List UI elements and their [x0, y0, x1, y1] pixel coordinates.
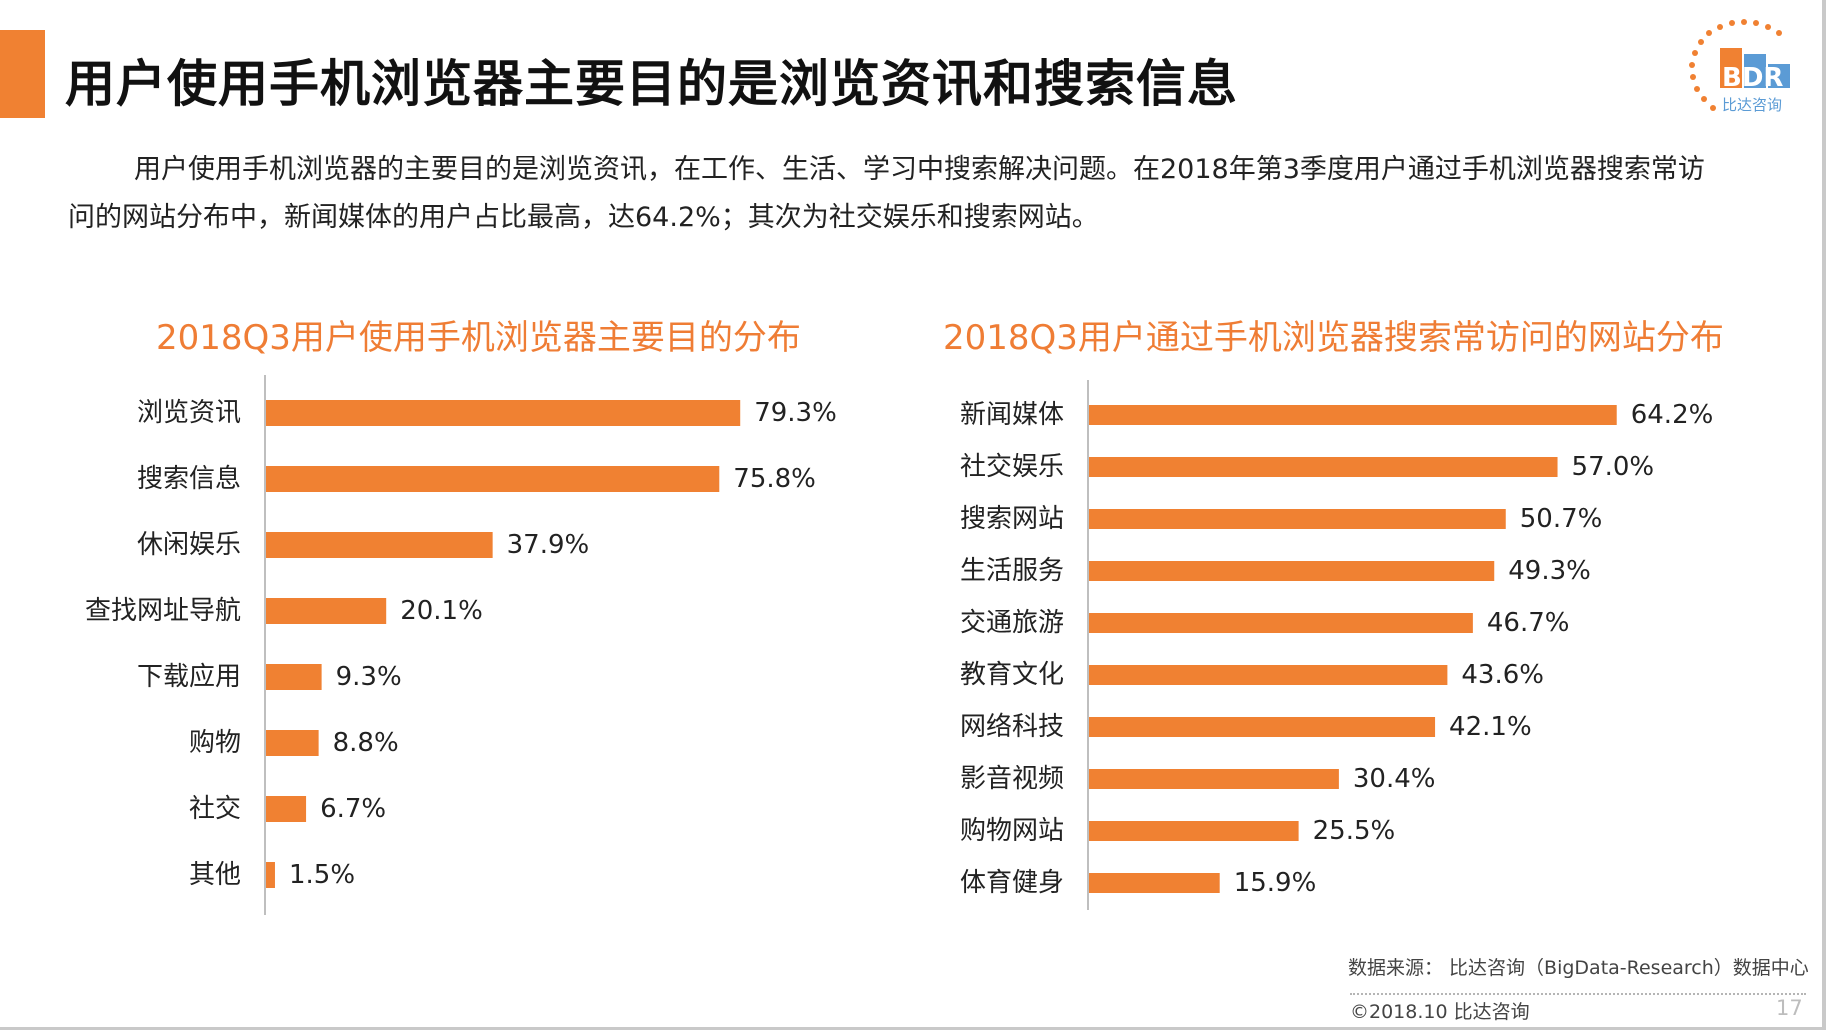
bar	[1089, 457, 1558, 477]
logo-bar-blue-2	[1768, 64, 1790, 88]
value-label: 57.0%	[1572, 452, 1655, 482]
category-label: 社交娱乐	[960, 452, 1064, 482]
bar	[266, 466, 720, 492]
value-label: 1.5%	[289, 860, 355, 890]
copyright-text: ©2018.10 比达咨询	[1350, 1001, 1530, 1023]
bar	[266, 862, 275, 888]
right-bar-chart: 新闻媒体 64.2% 社交娱乐 57.0% 搜索网站 50.7% 生活服务 49.3% 交通旅游…	[960, 380, 1714, 910]
category-label: 社交	[189, 794, 241, 824]
category-label: 其他	[189, 860, 241, 890]
value-label: 43.6%	[1461, 660, 1544, 690]
title-accent-bar	[0, 30, 45, 118]
bar	[1089, 717, 1436, 737]
value-label: 9.3%	[336, 662, 402, 692]
bar	[1089, 873, 1220, 893]
category-label: 下载应用	[137, 662, 241, 692]
category-label: 生活服务	[960, 556, 1064, 586]
bar	[1089, 613, 1473, 633]
category-label: 搜索信息	[137, 464, 241, 494]
page-number: 17	[1776, 996, 1803, 1020]
data-source-note: 数据来源： 比达咨询（BigData-Research）数据中心	[1348, 957, 1809, 979]
value-label: 30.4%	[1353, 764, 1436, 794]
value-label: 6.7%	[320, 794, 386, 824]
bar	[1089, 769, 1339, 789]
logo-bar-orange	[1720, 48, 1742, 88]
category-label: 购物	[189, 728, 241, 758]
frame-edge-bottom	[0, 1027, 1826, 1030]
left-bar-chart: 浏览资讯 79.3% 搜索信息 75.8% 休闲娱乐 37.9% 查找网址导航 20.1% 下载…	[85, 375, 837, 915]
category-label: 查找网址导航	[85, 596, 241, 626]
value-label: 49.3%	[1508, 556, 1591, 586]
value-label: 75.8%	[733, 464, 816, 494]
logo-text: BDR	[1722, 63, 1783, 93]
value-label: 8.8%	[333, 728, 399, 758]
category-label: 浏览资讯	[137, 398, 241, 428]
value-label: 25.5%	[1313, 816, 1396, 846]
frame-edge-right	[1822, 0, 1826, 1030]
category-label: 购物网站	[960, 816, 1064, 846]
bdr-logo: BDR 比达咨询	[1689, 19, 1790, 114]
category-label: 体育健身	[960, 868, 1064, 898]
bar	[266, 730, 319, 756]
value-label: 20.1%	[400, 596, 483, 626]
category-label: 交通旅游	[960, 608, 1064, 638]
left-chart-title: 2018Q3用户使用手机浏览器主要目的分布	[156, 318, 801, 358]
category-label: 搜索网站	[960, 504, 1064, 534]
bar	[1089, 405, 1617, 425]
bar	[1089, 509, 1506, 529]
category-label: 网络科技	[960, 712, 1064, 742]
bar	[266, 532, 493, 558]
logo-dots-ring	[1689, 19, 1782, 111]
value-label: 37.9%	[507, 530, 590, 560]
logo-subtext: 比达咨询	[1722, 96, 1782, 114]
footer-divider	[1350, 993, 1806, 995]
value-label: 64.2%	[1631, 400, 1714, 430]
category-label: 影音视频	[960, 764, 1064, 794]
bar	[1089, 821, 1299, 841]
value-label: 46.7%	[1487, 608, 1570, 638]
bar	[266, 664, 322, 690]
bar	[266, 400, 741, 426]
logo-bar-blue	[1744, 54, 1766, 88]
intro-paragraph: 用户使用手机浏览器的主要目的是浏览资讯，在工作、生活、学习中搜索解决问题。在20…	[68, 154, 1705, 233]
bar	[1089, 561, 1495, 581]
category-label: 休闲娱乐	[137, 530, 241, 560]
page-title: 用户使用手机浏览器主要目的是浏览资讯和搜索信息	[65, 55, 1238, 113]
right-chart-title: 2018Q3用户通过手机浏览器搜索常访问的网站分布	[943, 318, 1724, 358]
bar	[266, 598, 387, 624]
value-label: 42.1%	[1449, 712, 1532, 742]
bar	[1089, 665, 1448, 685]
value-label: 50.7%	[1520, 504, 1603, 534]
value-label: 15.9%	[1234, 868, 1317, 898]
value-label: 79.3%	[754, 398, 837, 428]
category-label: 教育文化	[960, 660, 1064, 690]
bar	[266, 796, 307, 822]
category-label: 新闻媒体	[960, 400, 1064, 430]
